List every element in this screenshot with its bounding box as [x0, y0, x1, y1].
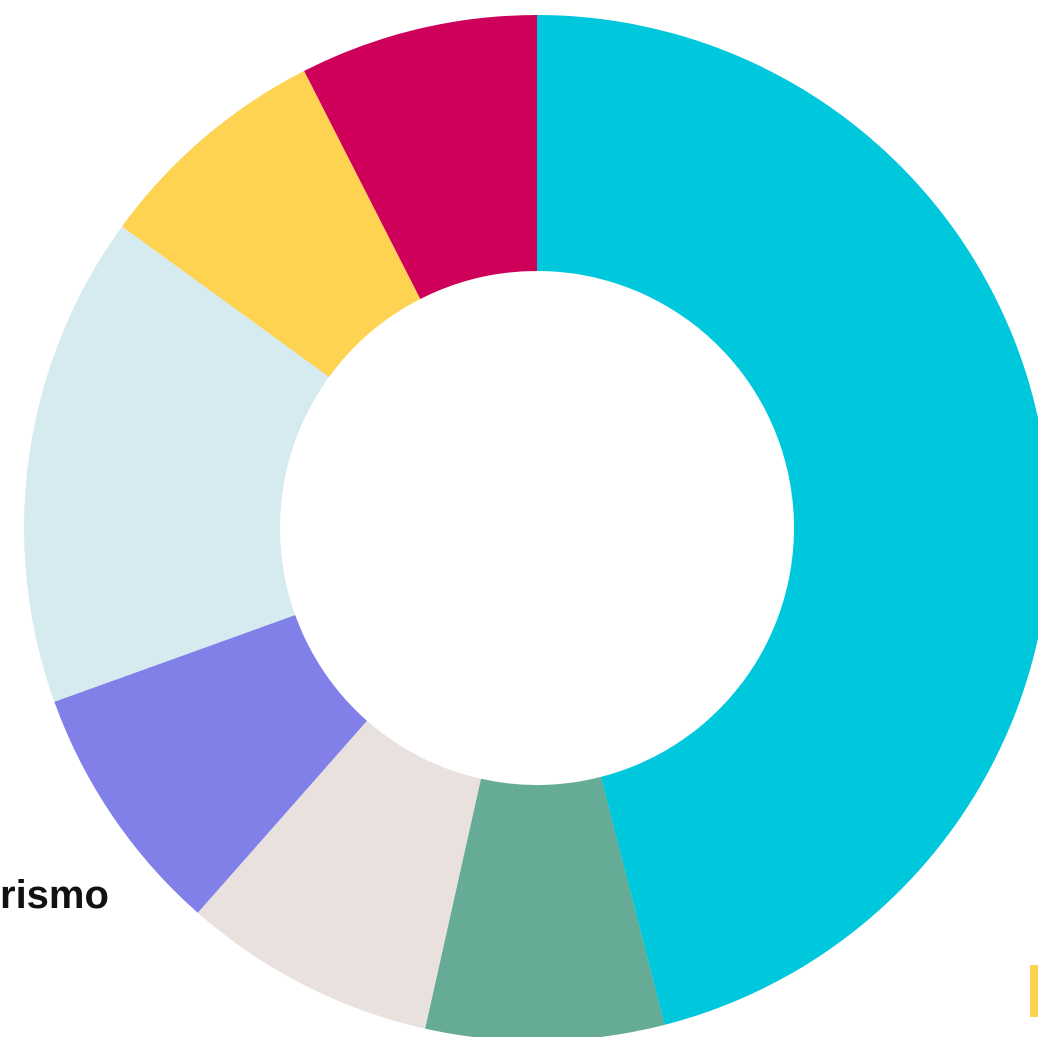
donut-slice-4 [23, 226, 330, 702]
donut-slice-3 [54, 615, 368, 913]
donut-slice-2 [197, 720, 481, 1029]
slice-label: rismo [0, 873, 109, 917]
donut-slice-5 [121, 70, 421, 377]
donut-slice-6 [304, 15, 537, 300]
donut-slices [23, 15, 1038, 1037]
donut-slice-1 [425, 776, 665, 1037]
donut-slice-0 [537, 15, 1038, 1025]
legend-marker [1030, 965, 1038, 1017]
